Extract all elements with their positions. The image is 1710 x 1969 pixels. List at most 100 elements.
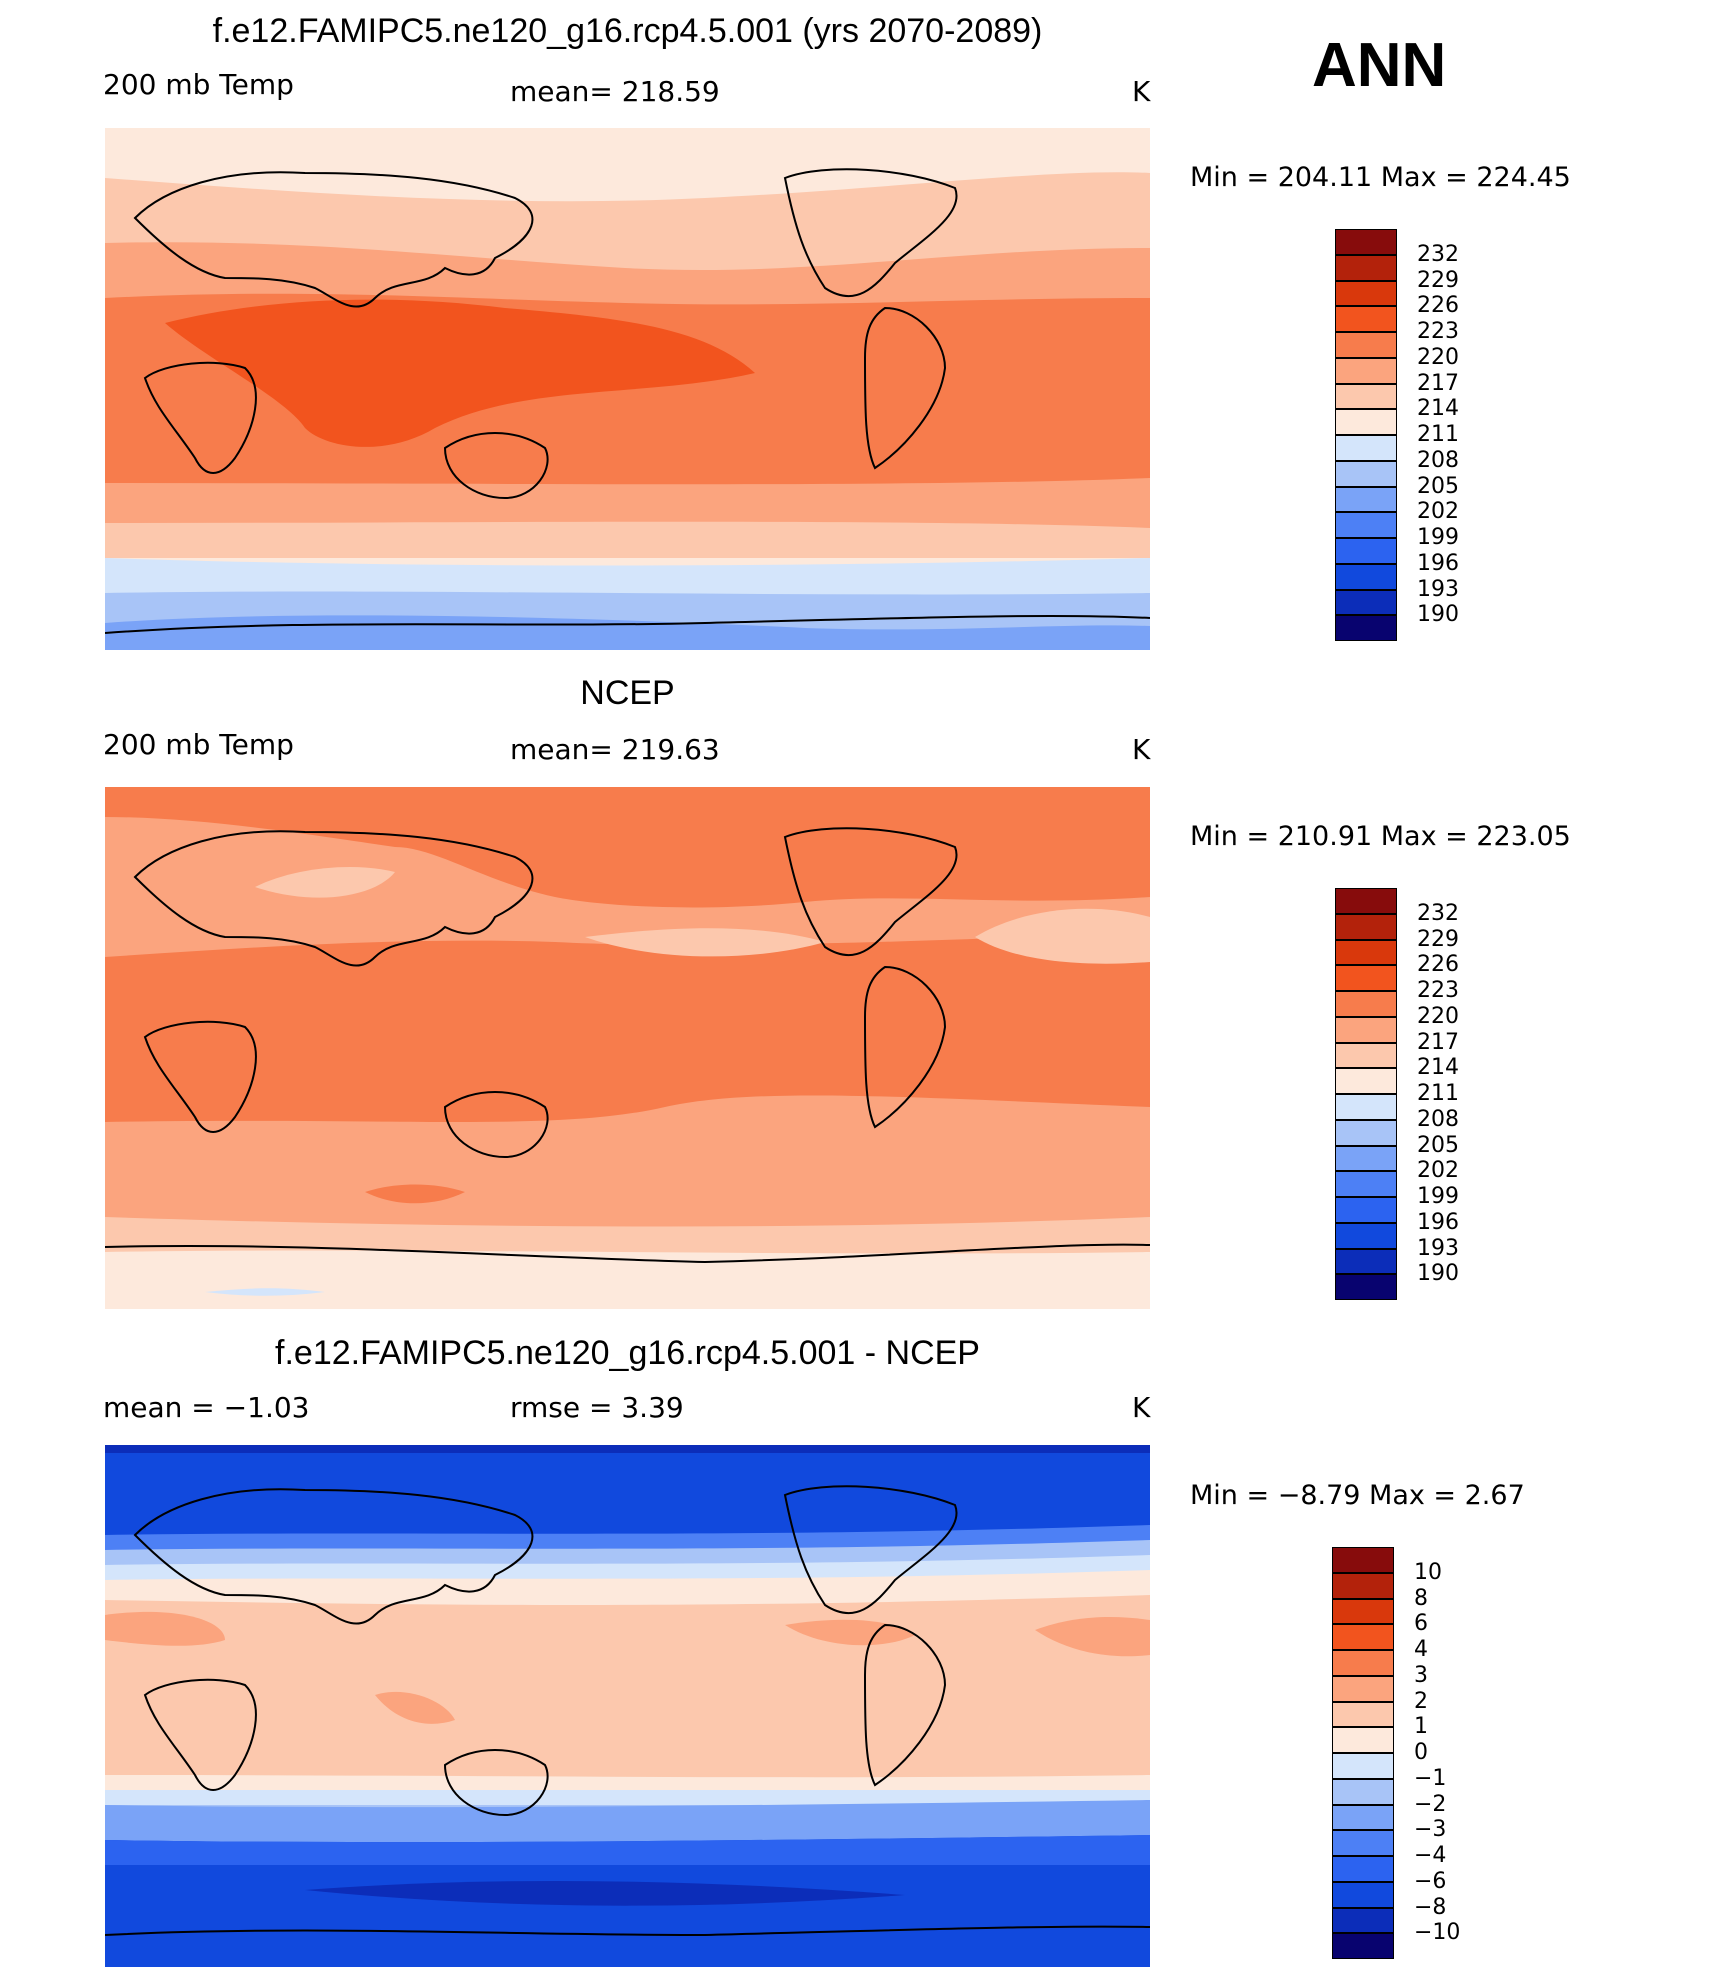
colorbar-tick-label: 220 xyxy=(1417,1003,1459,1029)
panel-2-mean-label: mean= 219.63 xyxy=(510,733,720,766)
colorbar-tick-label: −8 xyxy=(1414,1894,1447,1920)
temperature-contours xyxy=(105,787,1150,1309)
colorbar-swatch xyxy=(1335,538,1397,564)
panel-1-colorbar xyxy=(1335,229,1397,641)
colorbar-tick-label: 217 xyxy=(1417,1029,1459,1055)
colorbar-tick-label: 232 xyxy=(1417,900,1459,926)
colorbar-swatch xyxy=(1335,435,1397,461)
colorbar-tick-label: 196 xyxy=(1417,550,1459,576)
colorbar-tick-label: 0 xyxy=(1414,1740,1428,1765)
panel-2-minmax: Min = 210.91 Max = 223.05 xyxy=(1190,821,1571,852)
colorbar-tick-label: 190 xyxy=(1417,1261,1459,1287)
colorbar-tick-label: 223 xyxy=(1417,319,1459,344)
colorbar-tick-label: 214 xyxy=(1417,396,1459,422)
colorbar-swatch xyxy=(1335,486,1397,513)
panel-2-title: NCEP xyxy=(580,674,675,712)
difference-contours xyxy=(105,1445,1150,1967)
colorbar-swatch xyxy=(1332,1675,1394,1702)
colorbar-swatch xyxy=(1335,1197,1397,1223)
colorbar-swatch xyxy=(1335,888,1397,914)
colorbar-swatch xyxy=(1335,991,1397,1017)
panel-2-colorbar xyxy=(1335,888,1397,1300)
panel-2-variable-label: 200 mb Temp xyxy=(103,728,294,761)
colorbar-swatch xyxy=(1335,332,1397,358)
colorbar-swatch xyxy=(1335,1248,1397,1275)
colorbar-tick-label: 211 xyxy=(1417,1081,1459,1106)
colorbar-tick-label: 208 xyxy=(1417,447,1459,473)
colorbar-tick-label: −4 xyxy=(1414,1843,1447,1868)
colorbar-tick-label: 1 xyxy=(1414,1714,1428,1740)
colorbar-tick-label: 4 xyxy=(1414,1637,1428,1662)
colorbar-swatch xyxy=(1335,939,1397,966)
colorbar-swatch xyxy=(1335,563,1397,590)
colorbar-swatch xyxy=(1332,1753,1394,1779)
colorbar-swatch xyxy=(1335,409,1397,435)
colorbar-tick-label: −10 xyxy=(1414,1920,1461,1946)
colorbar-tick-label: 223 xyxy=(1417,978,1459,1003)
colorbar-swatch xyxy=(1335,254,1397,281)
colorbar-swatch xyxy=(1332,1933,1394,1959)
colorbar-tick-label: 190 xyxy=(1417,602,1459,628)
panel-3-rmse-label: rmse = 3.39 xyxy=(510,1391,684,1424)
colorbar-swatch xyxy=(1335,1171,1397,1197)
panel-3-mean-label: mean = −1.03 xyxy=(103,1391,310,1424)
colorbar-swatch xyxy=(1332,1547,1394,1573)
colorbar-swatch xyxy=(1335,1222,1397,1249)
colorbar-swatch xyxy=(1332,1881,1394,1908)
colorbar-swatch xyxy=(1335,1119,1397,1146)
colorbar-tick-label: 10 xyxy=(1414,1559,1442,1585)
colorbar-tick-label: 2 xyxy=(1414,1688,1428,1714)
colorbar-tick-label: −3 xyxy=(1414,1817,1447,1843)
colorbar-swatch xyxy=(1335,306,1397,332)
colorbar-swatch xyxy=(1335,1042,1397,1069)
colorbar-swatch xyxy=(1332,1907,1394,1934)
colorbar-swatch xyxy=(1335,1145,1397,1172)
colorbar-swatch xyxy=(1332,1727,1394,1753)
coastlines xyxy=(105,168,1150,634)
season-label: ANN xyxy=(1312,31,1447,100)
panel-1-variable-label: 200 mb Temp xyxy=(103,68,294,101)
colorbar-swatch xyxy=(1332,1856,1394,1882)
panel-1-map xyxy=(105,128,1150,650)
colorbar-tick-label: −2 xyxy=(1414,1791,1447,1817)
colorbar-swatch xyxy=(1335,1016,1397,1043)
colorbar-tick-label: 226 xyxy=(1417,952,1459,978)
panel-1-mean-label: mean= 218.59 xyxy=(510,75,720,108)
colorbar-tick-label: −6 xyxy=(1414,1868,1447,1894)
colorbar-swatch xyxy=(1335,280,1397,307)
colorbar-swatch xyxy=(1332,1650,1394,1676)
colorbar-swatch xyxy=(1335,357,1397,384)
panel-2-map xyxy=(105,787,1150,1309)
colorbar-tick-label: 220 xyxy=(1417,344,1459,370)
colorbar-tick-label: 217 xyxy=(1417,370,1459,396)
panel-1-units-label: K xyxy=(1132,75,1151,108)
colorbar-swatch xyxy=(1335,460,1397,487)
colorbar-tick-label: −1 xyxy=(1414,1765,1447,1791)
panel-1-minmax: Min = 204.11 Max = 224.45 xyxy=(1190,162,1571,193)
temperature-contours xyxy=(105,128,1150,650)
colorbar-swatch xyxy=(1332,1804,1394,1831)
colorbar-tick-label: 211 xyxy=(1417,422,1459,447)
colorbar-tick-label: 205 xyxy=(1417,1132,1459,1158)
colorbar-swatch xyxy=(1335,1094,1397,1120)
colorbar-swatch xyxy=(1335,383,1397,410)
colorbar-tick-label: 202 xyxy=(1417,1158,1459,1184)
colorbar-swatch xyxy=(1335,1068,1397,1094)
colorbar-swatch xyxy=(1332,1572,1394,1599)
panel-3-colorbar xyxy=(1332,1547,1394,1959)
colorbar-tick-label: 199 xyxy=(1417,1184,1459,1209)
colorbar-swatch xyxy=(1332,1830,1394,1856)
colorbar-tick-label: 6 xyxy=(1414,1611,1428,1637)
colorbar-swatch xyxy=(1332,1624,1394,1650)
colorbar-swatch xyxy=(1332,1778,1394,1805)
panel-3-map xyxy=(105,1445,1150,1967)
colorbar-tick-label: 229 xyxy=(1417,267,1459,293)
panel-2-units-label: K xyxy=(1132,733,1151,766)
colorbar-tick-label: 199 xyxy=(1417,525,1459,550)
colorbar-tick-label: 196 xyxy=(1417,1209,1459,1235)
colorbar-tick-label: 3 xyxy=(1414,1662,1428,1688)
colorbar-tick-label: 229 xyxy=(1417,926,1459,952)
colorbar-tick-label: 202 xyxy=(1417,499,1459,525)
colorbar-swatch xyxy=(1335,589,1397,616)
colorbar-tick-label: 214 xyxy=(1417,1055,1459,1081)
